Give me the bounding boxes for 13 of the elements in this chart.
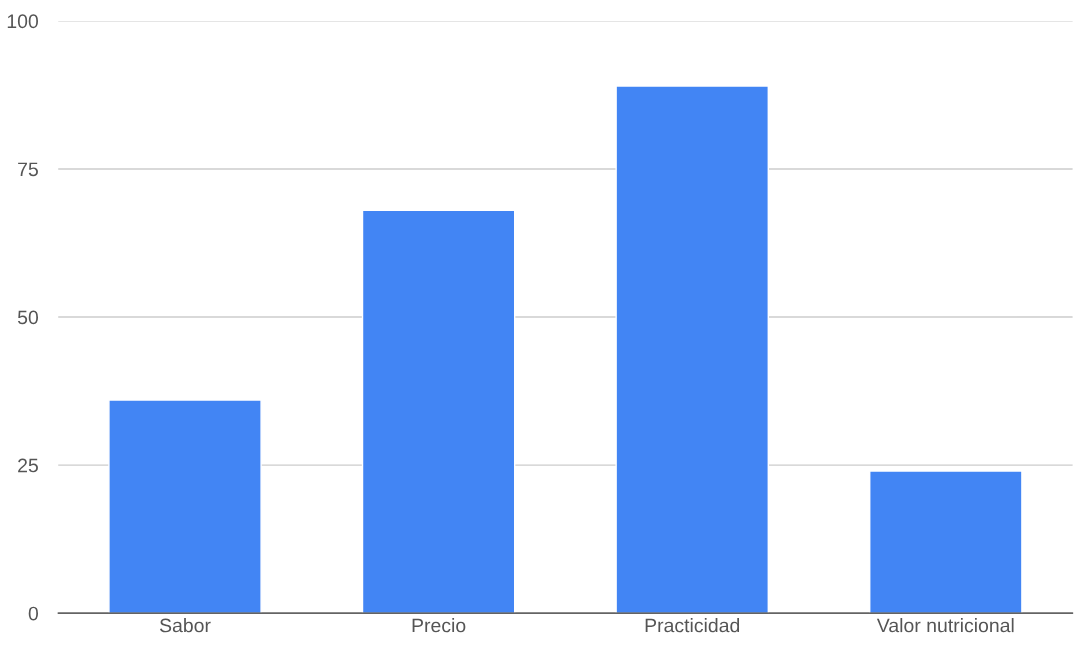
bar	[108, 399, 262, 614]
x-tick-label: Practicidad	[645, 618, 740, 633]
y-tick-label: 75	[18, 162, 38, 177]
y-tick-label: 50	[17, 310, 39, 325]
x-tick-label: Valor nutricional	[876, 618, 1014, 633]
y-tick-label: 25	[18, 458, 38, 473]
bar	[615, 85, 769, 614]
x-tick-label: Sabor	[159, 618, 211, 633]
bar	[869, 470, 1023, 614]
y-tick-label: 100	[7, 14, 39, 29]
y-tick-label: 0	[28, 606, 39, 621]
bar	[361, 209, 516, 614]
x-tick-label: Precio	[412, 618, 466, 633]
